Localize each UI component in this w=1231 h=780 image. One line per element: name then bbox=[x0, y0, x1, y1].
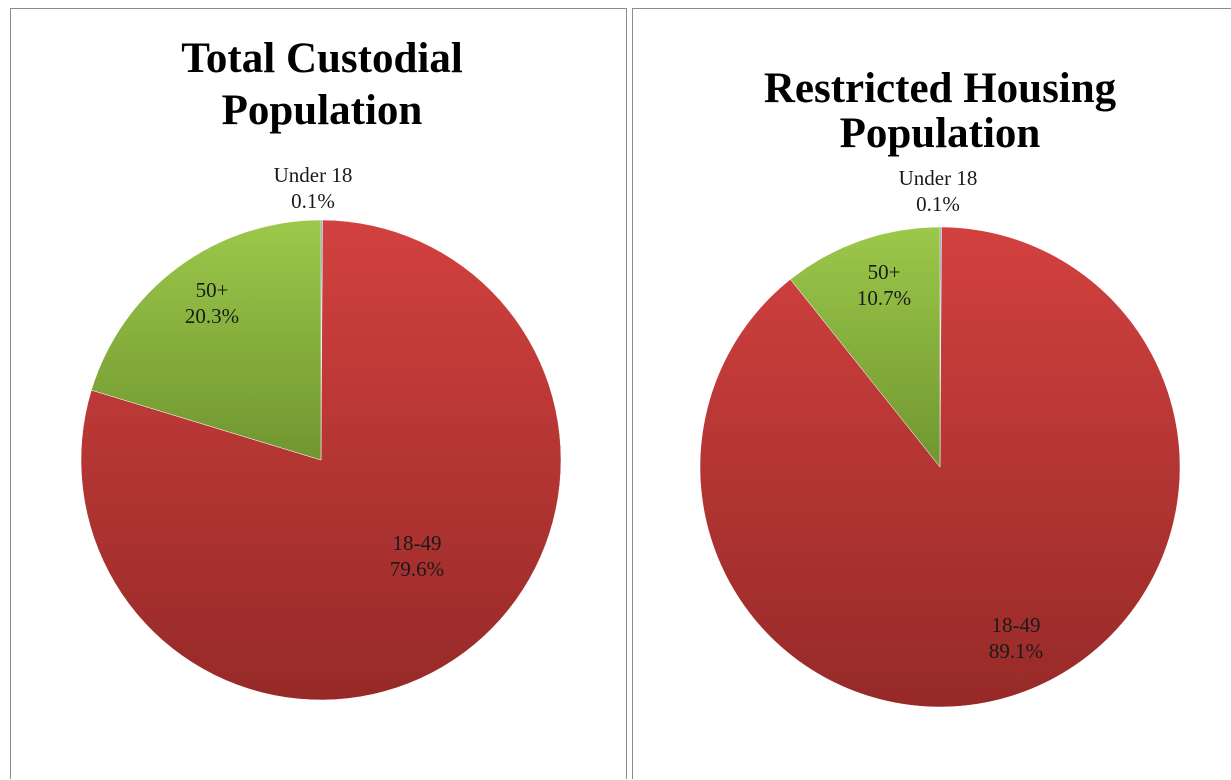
data-label-value-18-49: 79.6% bbox=[390, 557, 444, 581]
data-label-value-50-plus: 10.7% bbox=[857, 286, 911, 310]
chart-title-line-2: Population bbox=[222, 87, 423, 134]
pie-chart-restricted-housing: Restricted Housing Population Under 18 0… bbox=[699, 65, 1181, 708]
pie-chart-total-custodial: Total Custodial Population Under 18 0.1%… bbox=[80, 35, 562, 701]
data-label-value-under-18: 0.1% bbox=[916, 192, 960, 216]
pie-slice-50-plus bbox=[790, 226, 941, 468]
data-label-name-under-18: Under 18 bbox=[899, 166, 978, 190]
data-label-value-18-49: 89.1% bbox=[989, 639, 1043, 663]
data-label-name-18-49: 18-49 bbox=[992, 613, 1041, 637]
data-label-name-under-18: Under 18 bbox=[274, 163, 353, 187]
data-label-value-50-plus: 20.3% bbox=[185, 304, 239, 328]
data-label-name-18-49: 18-49 bbox=[393, 531, 442, 555]
data-label-value-under-18: 0.1% bbox=[291, 189, 335, 213]
data-label-name-50-plus: 50+ bbox=[868, 260, 901, 284]
chart-panel-total-custodial: Total Custodial Population Under 18 0.1%… bbox=[10, 8, 627, 779]
data-label-name-50-plus: 50+ bbox=[196, 278, 229, 302]
pie-slice-50-plus bbox=[91, 219, 322, 461]
chart-panel-restricted-housing: Restricted Housing Population Under 18 0… bbox=[632, 8, 1231, 779]
chart-title-line-2: Population bbox=[840, 110, 1041, 157]
chart-title-line-1: Total Custodial bbox=[181, 35, 463, 82]
chart-title-line-1: Restricted Housing bbox=[764, 65, 1117, 112]
